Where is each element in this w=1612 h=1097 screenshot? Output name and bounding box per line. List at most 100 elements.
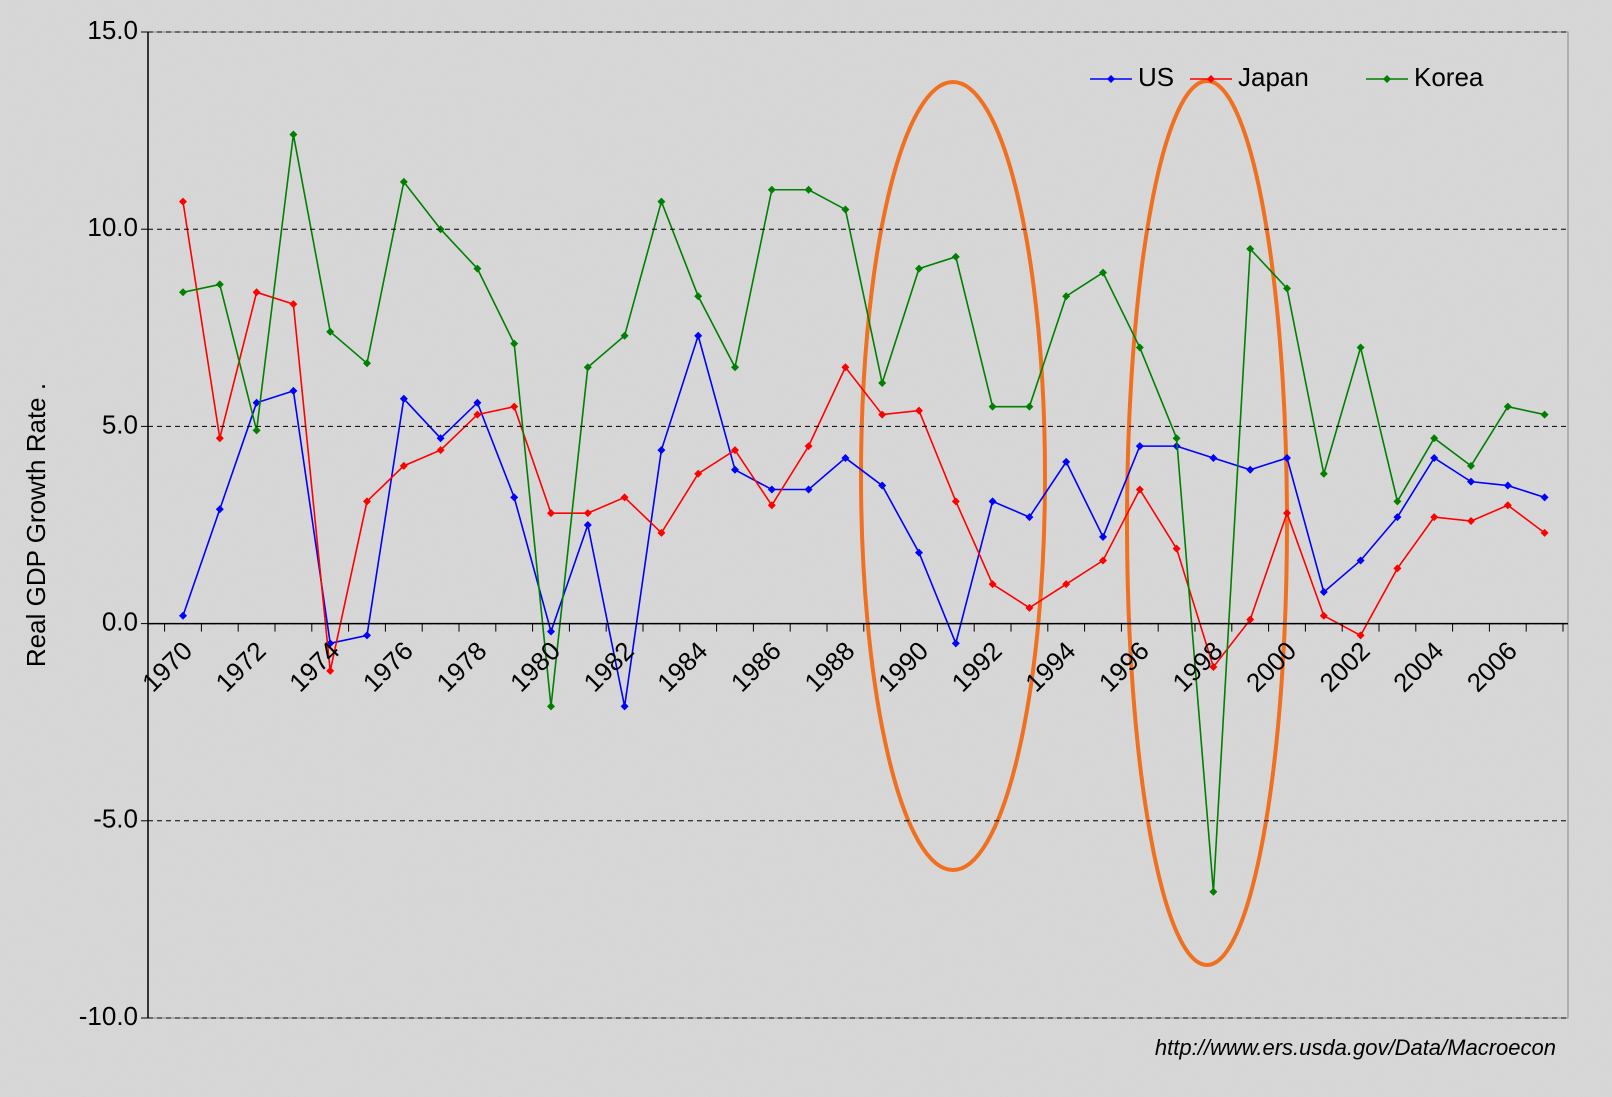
data-point <box>289 300 298 309</box>
data-point <box>694 469 703 478</box>
data-point <box>436 434 445 443</box>
data-point <box>1283 284 1291 293</box>
data-point <box>620 702 629 711</box>
data-point <box>620 331 629 340</box>
data-point <box>289 130 298 139</box>
data-point <box>620 493 629 502</box>
legend-marker <box>1107 75 1115 83</box>
data-point <box>1430 513 1439 522</box>
data-point <box>1467 461 1475 470</box>
data-point <box>363 359 371 368</box>
data-point <box>473 398 482 407</box>
data-point <box>510 339 519 348</box>
data-point <box>1467 517 1475 526</box>
data-point <box>915 406 923 415</box>
data-point <box>179 197 187 206</box>
data-point <box>1135 442 1144 451</box>
data-point <box>1246 244 1255 253</box>
data-point <box>804 185 813 194</box>
series-line <box>182 201 1546 672</box>
legend-label: US <box>1138 62 1174 92</box>
data-point <box>731 363 739 372</box>
highlight-ellipse <box>1125 79 1289 967</box>
data-point <box>1209 887 1218 896</box>
data-point <box>841 205 850 214</box>
data-point <box>326 666 335 675</box>
data-point <box>1246 465 1255 474</box>
data-point <box>1540 410 1549 419</box>
legend-label: Korea <box>1414 62 1484 92</box>
data-point <box>988 497 997 506</box>
data-point <box>915 548 923 557</box>
data-point <box>363 497 371 506</box>
source-note: http://www.ers.usda.gov/Data/Macroecon <box>1155 1035 1556 1060</box>
data-point <box>1503 481 1512 490</box>
data-point <box>215 280 224 289</box>
data-point <box>252 426 261 435</box>
data-point <box>1209 453 1218 462</box>
data-point <box>657 528 666 537</box>
data-point <box>510 402 519 411</box>
data-point <box>1099 268 1107 277</box>
data-point <box>1503 501 1512 510</box>
data-point <box>1356 556 1365 565</box>
data-point <box>1283 453 1291 462</box>
data-point <box>399 461 408 470</box>
data-point <box>399 177 408 186</box>
highlight-ellipse <box>859 80 1047 872</box>
data-point <box>1062 457 1071 466</box>
data-point <box>399 394 408 403</box>
data-point <box>1135 343 1144 352</box>
data-point <box>1356 631 1365 640</box>
y-axis-title: Real GDP Growth Rate . <box>21 383 51 667</box>
data-point <box>1356 343 1365 352</box>
data-point <box>1319 611 1328 620</box>
data-point <box>510 493 519 502</box>
data-point <box>583 363 592 372</box>
data-point <box>767 185 776 194</box>
data-point <box>252 398 261 407</box>
y-tick-label: -10.0 <box>79 1001 138 1031</box>
data-point <box>878 481 887 490</box>
data-point <box>215 434 224 443</box>
data-point <box>878 410 887 419</box>
data-point <box>1393 513 1402 522</box>
data-point <box>694 292 703 301</box>
legend-marker <box>1207 75 1215 83</box>
data-point <box>951 252 960 261</box>
y-tick-label: 5.0 <box>102 409 138 439</box>
data-point <box>1467 477 1475 486</box>
data-point <box>1430 453 1439 462</box>
data-point <box>473 410 482 419</box>
data-point <box>841 363 850 372</box>
data-point <box>1025 402 1034 411</box>
data-point <box>583 521 592 529</box>
data-point <box>363 631 371 640</box>
data-point <box>436 446 445 455</box>
data-point <box>326 327 335 336</box>
data-point <box>657 446 666 455</box>
data-point <box>179 611 187 620</box>
data-point <box>767 501 776 510</box>
data-point <box>1172 544 1181 553</box>
data-point <box>767 485 776 494</box>
series-line <box>182 332 1545 707</box>
data-point <box>657 197 666 206</box>
data-point <box>547 509 555 518</box>
y-tick-label: 15.0 <box>87 15 138 45</box>
data-point <box>804 485 813 494</box>
data-point <box>1099 556 1107 565</box>
data-point <box>804 442 813 451</box>
legend-label: Japan <box>1238 62 1309 92</box>
data-point <box>179 288 187 297</box>
data-point <box>1319 469 1328 478</box>
data-point <box>951 497 960 506</box>
data-point <box>988 580 997 589</box>
data-point <box>215 505 224 514</box>
data-point <box>988 402 997 411</box>
legend-marker <box>1383 75 1391 83</box>
data-point <box>841 453 850 462</box>
data-point <box>878 379 887 388</box>
